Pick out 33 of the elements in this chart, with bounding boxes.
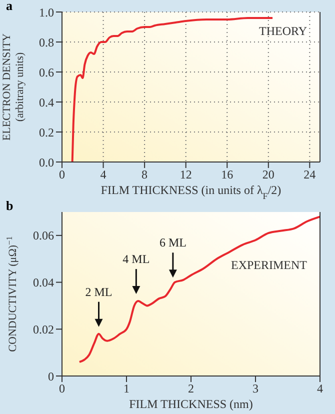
x-tick-label: 8	[142, 168, 148, 182]
y-tick-label: 0.0	[39, 155, 54, 170]
line-series	[78, 216, 320, 363]
y-tick-label: 0.6	[39, 65, 54, 80]
x-tick-label: 20	[262, 168, 274, 182]
chart-title: a	[6, 0, 12, 14]
y-tick-label: 0.02	[33, 322, 54, 336]
annotation: THEORY	[259, 24, 307, 39]
y-tick-label: 1.0	[39, 5, 54, 20]
x-tick-label: 0	[59, 382, 65, 396]
annotation: 2 ML	[85, 284, 112, 299]
y-tick-label: 0	[48, 369, 54, 384]
x-tick-label: 4	[100, 168, 106, 182]
x-axis-title: FILM THICKNESS (nm)	[129, 397, 253, 411]
y-tick-label: 0.06	[33, 228, 54, 243]
y-tick-label: 0.4	[39, 95, 54, 110]
y-tick-label: 0.8	[39, 35, 54, 50]
y-tick-label: 0.2	[39, 125, 54, 140]
annotation: 4 ML	[122, 252, 150, 266]
x-tick-label: 0	[59, 168, 65, 182]
x-tick-label: 24	[304, 168, 316, 182]
x-tick-label: 1	[124, 382, 130, 396]
x-tick-label: 12	[180, 168, 192, 182]
x-tick-label: 3	[252, 382, 258, 396]
x-tick-label: 16	[221, 168, 234, 182]
x-tick-label: 2	[188, 382, 194, 396]
y-axis-title: ELECTRON DENSITY (arbitrary units)	[1, 33, 26, 141]
x-axis-title: FILM THICKNESS (in units of λ$_{F}$/2)	[100, 183, 282, 201]
annotation: EXPERIMENT	[231, 258, 307, 273]
y-tick-label: 0.04	[33, 276, 54, 290]
annotation: 6 ML	[159, 236, 186, 250]
x-tick-label: 4	[317, 382, 323, 396]
chart-title: b	[6, 198, 14, 214]
